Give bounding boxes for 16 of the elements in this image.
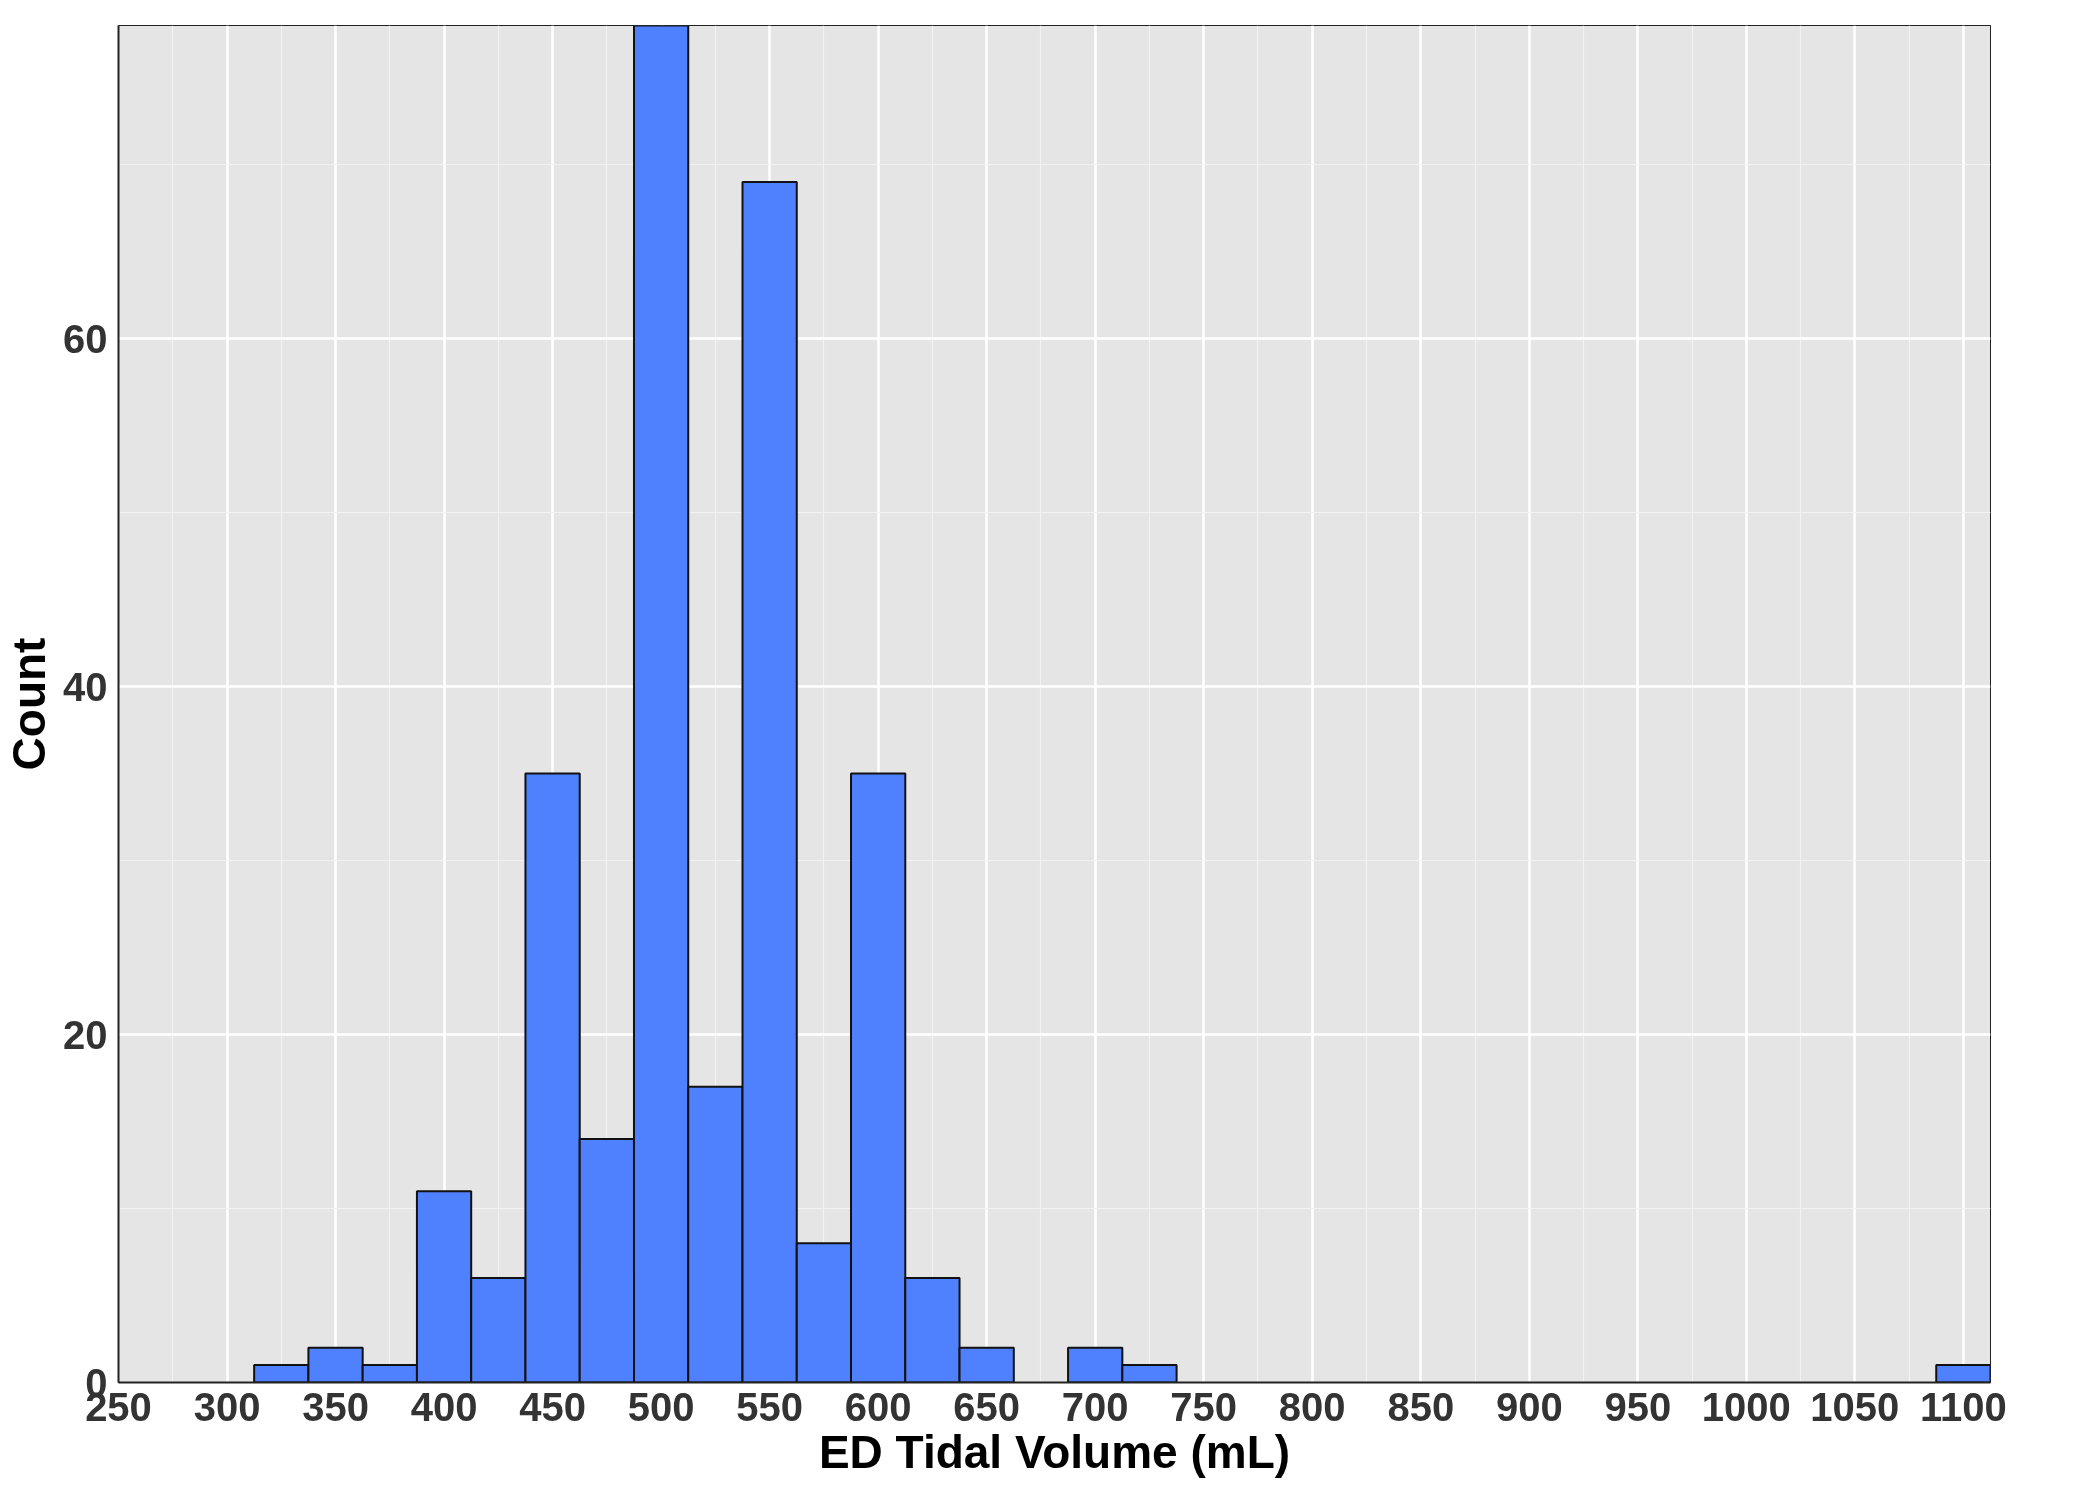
x-tick-label: 350 — [302, 1384, 369, 1429]
x-tick-label: 450 — [519, 1384, 586, 1429]
x-tick-label: 500 — [627, 1384, 695, 1429]
y-tick-label: 40 — [63, 664, 108, 709]
y-tick-label: 60 — [63, 316, 108, 361]
y-tick-label: 20 — [63, 1012, 108, 1057]
x-tick-label: 1050 — [1810, 1384, 1900, 1429]
x-tick-label: 950 — [1604, 1384, 1672, 1429]
x-tick-label: 1000 — [1701, 1384, 1791, 1429]
x-tick-label: 550 — [736, 1384, 804, 1429]
x-tick-label: 300 — [193, 1384, 261, 1429]
y-axis-title: Count — [3, 637, 56, 771]
x-tick-label: 900 — [1495, 1384, 1563, 1429]
x-tick-label: 1100 — [1919, 1384, 2007, 1429]
x-tick-label: 400 — [410, 1384, 478, 1429]
x-tick-label: 850 — [1387, 1384, 1455, 1429]
